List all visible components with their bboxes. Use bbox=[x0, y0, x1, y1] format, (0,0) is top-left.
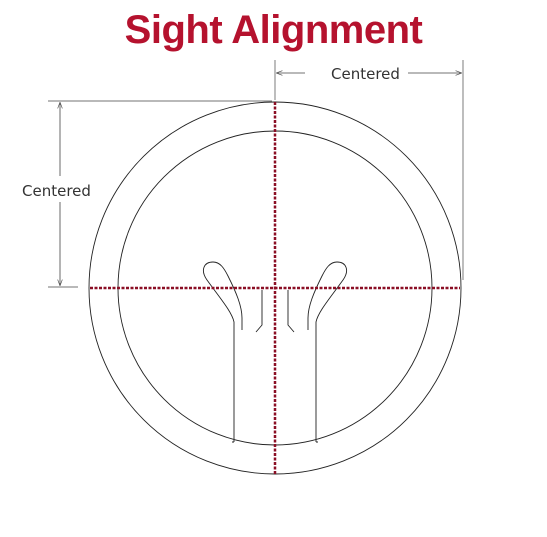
vertical-dimension-label: Centered bbox=[22, 182, 91, 200]
front-sight-left-blade bbox=[203, 261, 243, 443]
horizontal-dimension-label: Centered bbox=[331, 65, 400, 83]
front-sight-post bbox=[255, 290, 295, 333]
diagram-title: Sight Alignment bbox=[124, 8, 423, 52]
front-sight-right-blade bbox=[307, 261, 347, 443]
